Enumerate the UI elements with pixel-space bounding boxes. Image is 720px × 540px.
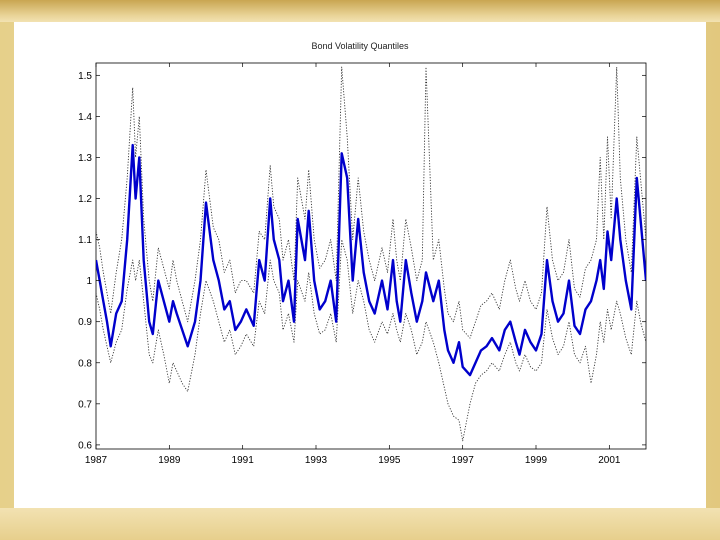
series-line-main [96,143,646,377]
x-tick-label: 1997 [452,455,475,466]
x-tick-label: 1999 [525,455,548,466]
x-tick-label: 2001 [598,455,621,466]
series-line-dotted-lower [96,239,646,442]
y-tick-label: 1 [86,276,92,287]
x-tick-label: 1993 [305,455,328,466]
x-tick-label: 1989 [158,455,181,466]
y-tick-label: 0.7 [78,399,92,410]
x-tick-label: 1987 [85,455,108,466]
figure-panel: Bond Volatility Quantiles 0.6 0.7 0.8 0.9 1 1… [14,22,706,508]
y-tick-label: 1.5 [78,71,92,82]
y-tick-label: 1.3 [78,153,92,164]
y-tick-label: 0.9 [78,317,92,328]
slide-bottom-band [0,508,720,540]
slide-top-band [0,0,720,22]
y-tick-label: 0.6 [78,440,92,451]
y-tick-label: 1.4 [78,112,92,123]
y-tick-label: 1.1 [78,235,92,246]
chart-plot: 0.6 0.7 0.8 0.9 1 1.1 1.2 1.3 1.4 1.5 1987 1989 1991… [78,62,647,466]
x-tick-label: 1991 [232,455,255,466]
series-line-dotted-upper [96,66,646,339]
plot-frame [95,62,647,450]
chart-title: Bond Volatility Quantiles [311,41,409,51]
y-tick-label: 0.8 [78,358,92,369]
y-tick-label: 1.2 [78,194,92,205]
x-tick-label: 1995 [378,455,401,466]
